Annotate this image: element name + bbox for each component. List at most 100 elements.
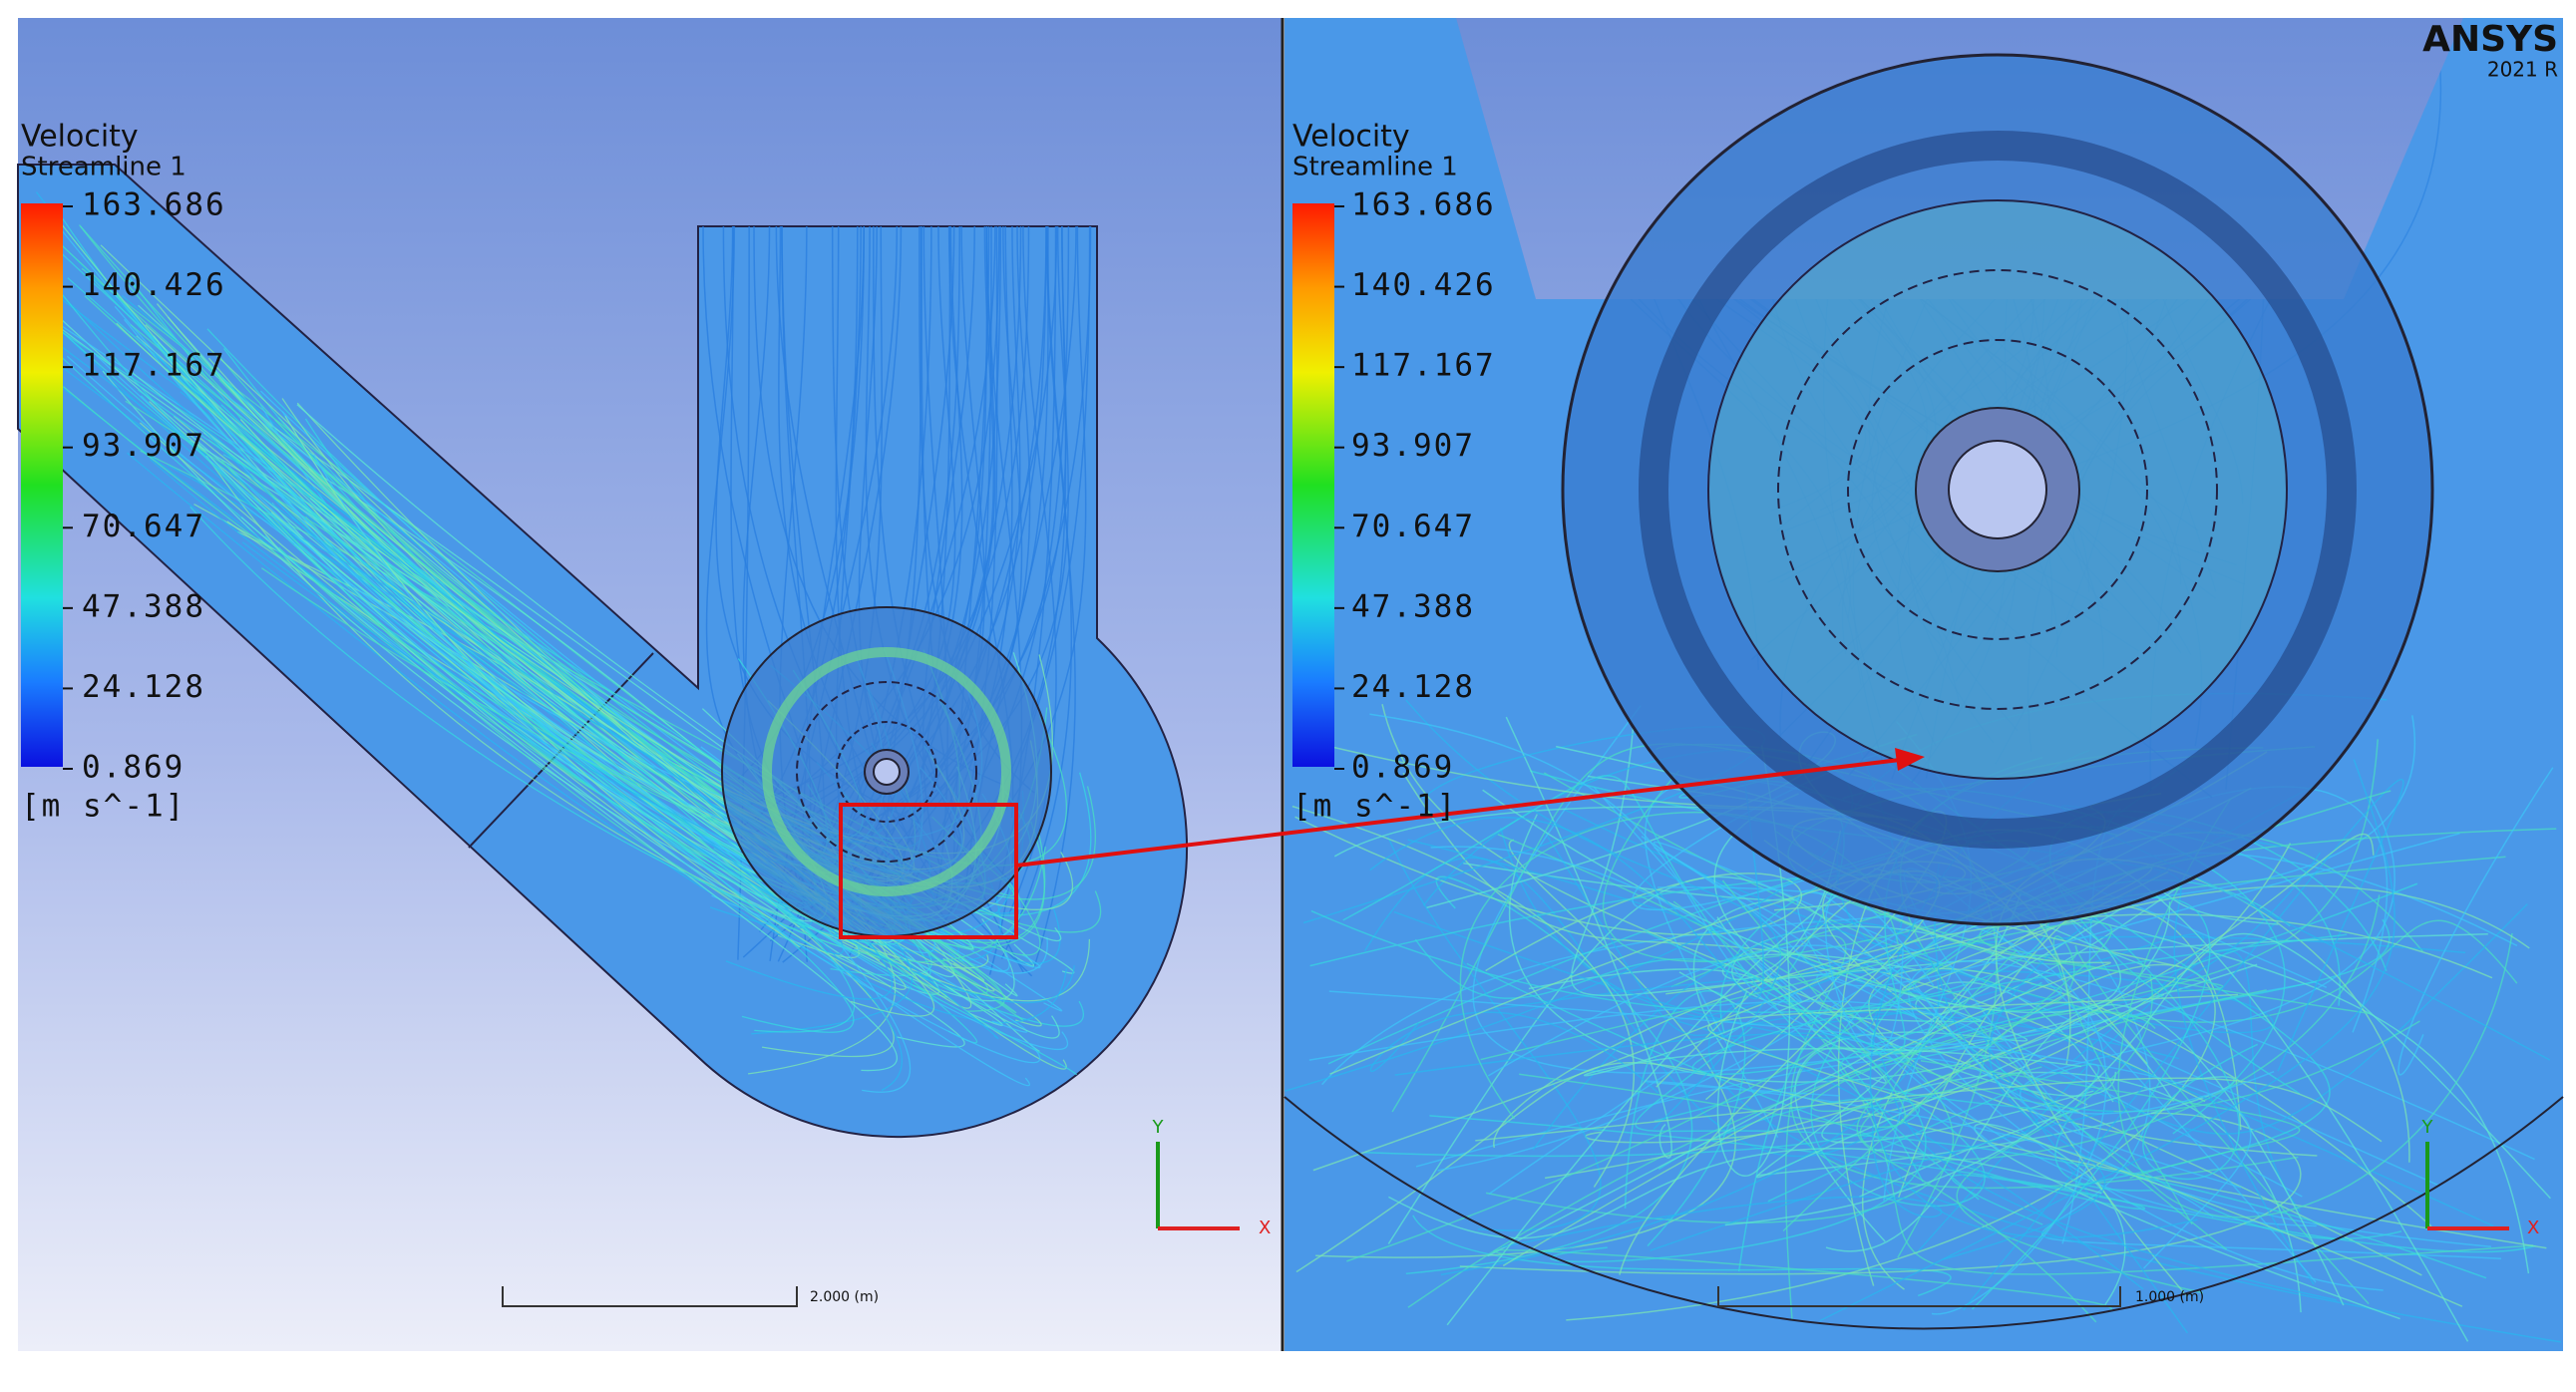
legend-label: 140.426 bbox=[1351, 267, 1496, 303]
streamline bbox=[1463, 863, 1794, 1054]
streamline bbox=[1459, 1112, 2302, 1275]
streamline bbox=[1550, 931, 1927, 1263]
streamline bbox=[1294, 816, 1802, 972]
streamline bbox=[1650, 863, 2114, 1251]
streamline bbox=[1407, 739, 2379, 1308]
streamline bbox=[1756, 893, 2165, 1179]
version: 2021 R bbox=[2487, 58, 2558, 82]
streamline bbox=[1308, 1000, 2049, 1111]
legend: Velocity Streamline 1 163.686 140.426 117.… bbox=[1292, 120, 1496, 825]
streamline bbox=[114, 305, 935, 954]
impeller-dash bbox=[1777, 269, 2218, 710]
streamline bbox=[1369, 775, 1765, 1000]
legend-label: 24.128 bbox=[82, 669, 205, 705]
streamline bbox=[1480, 921, 2112, 1232]
streamline bbox=[1962, 779, 2404, 1311]
legend-title: Velocity bbox=[1292, 120, 1410, 155]
zoom-arrow bbox=[1015, 748, 1925, 868]
streamline bbox=[1402, 772, 2206, 1103]
streamline bbox=[1487, 944, 2275, 1115]
legend-units: [m s^-1] bbox=[1292, 789, 1457, 825]
color-bar bbox=[21, 203, 63, 767]
axis-triad: Y X bbox=[2421, 1117, 2540, 1238]
x-axis-label: X bbox=[2527, 1218, 2539, 1238]
streamline bbox=[1440, 921, 1940, 1276]
legend-label: 93.907 bbox=[82, 428, 205, 464]
streamline bbox=[1329, 870, 1941, 1275]
impeller-dash bbox=[836, 721, 937, 823]
streamline bbox=[1716, 745, 1791, 1177]
streamline bbox=[2397, 767, 2554, 1076]
streamline bbox=[127, 452, 1068, 1024]
streamline bbox=[1502, 839, 2111, 1267]
color-bar bbox=[1292, 203, 1334, 767]
scale-bar-label: 2.000 (m) bbox=[810, 1289, 879, 1305]
streamline bbox=[1387, 836, 1602, 1231]
legend-label: 47.388 bbox=[82, 588, 205, 624]
arrow-line bbox=[1015, 758, 1901, 868]
watermark: ANSYS 2021 R bbox=[2422, 19, 2558, 82]
legend-label: 70.647 bbox=[1351, 509, 1475, 544]
streamline bbox=[1493, 1248, 2112, 1315]
streamline bbox=[1920, 1060, 2301, 1180]
legend-label: 117.167 bbox=[1351, 348, 1496, 384]
legend-label: 70.647 bbox=[82, 509, 205, 544]
streamline bbox=[1943, 781, 2322, 1260]
streamline bbox=[1825, 1003, 2345, 1306]
legend-label: 117.167 bbox=[82, 348, 226, 384]
streamline bbox=[1819, 759, 2395, 1322]
streamline bbox=[1676, 745, 2207, 1290]
streamline bbox=[36, 261, 1084, 1087]
scale-bar: 2.000 (m) bbox=[502, 1286, 879, 1307]
x-axis-label: X bbox=[1259, 1218, 1271, 1238]
legend-label: 24.128 bbox=[1351, 669, 1475, 705]
streamline bbox=[1499, 827, 2205, 1062]
scale-bar-label: 1.000 (m) bbox=[2135, 1289, 2204, 1305]
impeller-dash bbox=[796, 681, 977, 863]
streamline bbox=[1519, 879, 1907, 1129]
streamline bbox=[1545, 833, 2375, 1180]
scale-bar-line bbox=[1717, 1286, 2121, 1307]
streamline bbox=[1585, 843, 2292, 1144]
streamline bbox=[1033, 225, 1076, 969]
streamline bbox=[195, 351, 856, 1033]
streamline bbox=[2117, 798, 2513, 1218]
streamline bbox=[1000, 225, 1073, 959]
streamline bbox=[207, 357, 895, 1058]
streamline bbox=[1724, 932, 2551, 1226]
legend-label: 163.686 bbox=[82, 187, 226, 223]
y-axis-label: Y bbox=[2421, 1117, 2434, 1138]
streamline bbox=[171, 358, 855, 1033]
streamline bbox=[1493, 913, 2493, 1149]
streamline bbox=[1405, 699, 1782, 1130]
legend-units: [m s^-1] bbox=[21, 789, 185, 825]
volute-wall bbox=[1284, 1096, 2564, 1330]
streamline bbox=[1707, 935, 2562, 1343]
streamline bbox=[1430, 787, 1803, 1003]
streamline bbox=[1346, 828, 2557, 1262]
streamline bbox=[1972, 896, 2211, 1310]
streamline bbox=[1505, 716, 1672, 1159]
left-geometry bbox=[17, 164, 1188, 1138]
streamline bbox=[1412, 1215, 1952, 1297]
streamline bbox=[1369, 1011, 1659, 1094]
streamline bbox=[19, 315, 903, 1092]
hub-bore bbox=[873, 758, 901, 786]
legend-subtitle: Streamline 1 bbox=[1292, 153, 1458, 182]
streamline bbox=[1475, 1077, 2383, 1143]
streamline bbox=[1856, 948, 2097, 1323]
legend-label: 0.869 bbox=[82, 750, 184, 786]
streamline bbox=[1713, 793, 2117, 1097]
impeller-shroud bbox=[1639, 131, 2357, 849]
streamline bbox=[1501, 1126, 1943, 1248]
axis-triad: Y X bbox=[1152, 1117, 1272, 1238]
legend: Velocity Streamline 1 163.686 140.426 117.… bbox=[21, 120, 226, 825]
streamline bbox=[1908, 960, 2535, 1291]
legend-label: 140.426 bbox=[82, 267, 226, 303]
legend-label: 163.686 bbox=[1351, 187, 1496, 223]
impeller-dash bbox=[1847, 339, 2148, 640]
hub-bore bbox=[1948, 440, 2047, 539]
streamline bbox=[1369, 713, 1996, 1049]
streamline bbox=[284, 416, 907, 990]
